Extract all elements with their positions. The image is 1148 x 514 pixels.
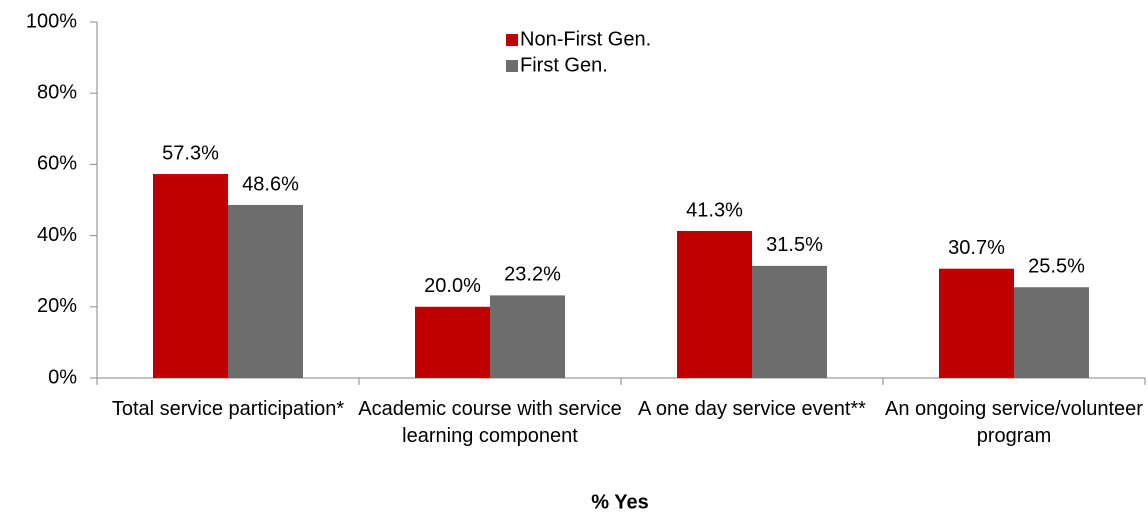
value-label: 41.3% xyxy=(686,199,743,221)
bar xyxy=(1014,287,1089,378)
legend-label: First Gen. xyxy=(520,54,608,76)
bar xyxy=(939,268,1014,378)
bar xyxy=(752,265,827,378)
bar xyxy=(490,295,565,378)
value-label: 30.7% xyxy=(948,237,1005,259)
legend-swatch xyxy=(506,60,518,72)
y-tick-label: 0% xyxy=(48,366,77,388)
y-tick-label: 60% xyxy=(37,153,77,175)
legend-swatch xyxy=(506,34,518,46)
value-label: 48.6% xyxy=(242,173,299,195)
value-label: 23.2% xyxy=(504,264,561,286)
y-tick-label: 80% xyxy=(37,81,77,103)
bar xyxy=(228,204,303,378)
legend-label: Non-First Gen. xyxy=(520,28,651,50)
value-label: 31.5% xyxy=(766,234,823,256)
y-tick-label: 20% xyxy=(37,295,77,317)
bar xyxy=(153,174,228,378)
x-tick-label: An ongoing service/volunteer program xyxy=(885,398,1143,447)
value-label: 25.5% xyxy=(1028,256,1085,278)
y-tick-label: 100% xyxy=(26,10,77,32)
x-tick-label: Academic course with service learning co… xyxy=(358,398,622,447)
bar xyxy=(677,230,752,378)
value-label: 57.3% xyxy=(162,142,219,164)
bar xyxy=(415,306,490,378)
value-label: 20.0% xyxy=(424,275,481,297)
x-tick-label: Total service participation* xyxy=(111,398,345,420)
y-tick-label: 40% xyxy=(37,224,77,246)
x-tick-label: A one day service event** xyxy=(638,398,866,420)
x-axis-title: % Yes xyxy=(591,491,648,513)
